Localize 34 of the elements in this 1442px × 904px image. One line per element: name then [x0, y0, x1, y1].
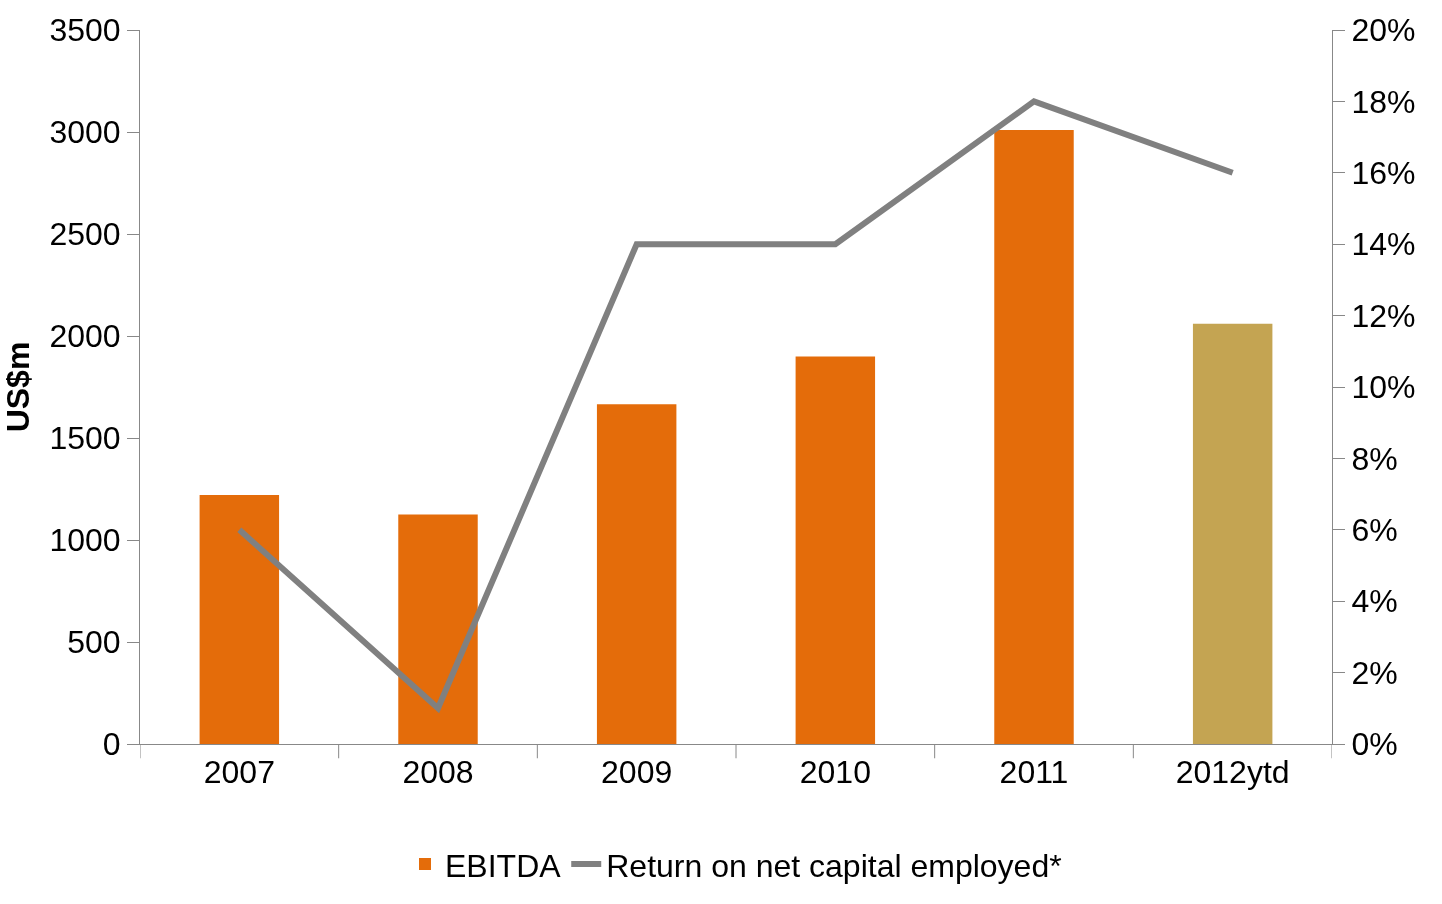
legend-label: EBITDA [445, 847, 562, 884]
y2-tick-label: 8% [1351, 440, 1398, 477]
y-tick-label: 2000 [49, 318, 121, 355]
y2-tick-label: 0% [1351, 726, 1398, 763]
x-tick-label: 2011 [999, 754, 1069, 791]
y2-tick-label: 16% [1351, 155, 1416, 191]
y2-tick-label: 2% [1351, 654, 1398, 691]
x-tick-label: 2008 [402, 754, 474, 791]
bar [199, 495, 280, 744]
bar [994, 129, 1074, 744]
y-tick-label: 1000 [49, 522, 121, 559]
y2-tick-label: 18% [1351, 83, 1416, 120]
y-tick-label: 0 [102, 726, 121, 763]
y-tick-label: 500 [67, 624, 121, 661]
y-tick-label: 3000 [49, 114, 121, 151]
y-tick-label: 3500 [49, 12, 121, 49]
y2-tick-label: 6% [1351, 512, 1398, 548]
x-tick-label: 2007 [203, 754, 275, 791]
bar [1192, 323, 1273, 744]
bar [398, 514, 478, 744]
y2-tick-label: 10% [1351, 369, 1416, 406]
y-axis-title: US$m [0, 341, 36, 433]
x-tick-label: 2012ytd [1175, 754, 1290, 791]
y2-tick-label: 4% [1351, 583, 1398, 620]
bar [596, 404, 677, 744]
y2-tick-label: 12% [1351, 297, 1416, 334]
bar [795, 356, 876, 744]
y2-tick-label: 14% [1351, 226, 1416, 263]
y2-tick-label: 20% [1351, 12, 1416, 49]
x-tick-label: 2010 [799, 754, 871, 791]
legend-label: Return on net capital employed* [606, 847, 1062, 884]
x-tick-label: 2009 [601, 754, 673, 791]
y-tick-label: 2500 [49, 216, 121, 253]
y-tick-label: 1500 [49, 420, 121, 457]
